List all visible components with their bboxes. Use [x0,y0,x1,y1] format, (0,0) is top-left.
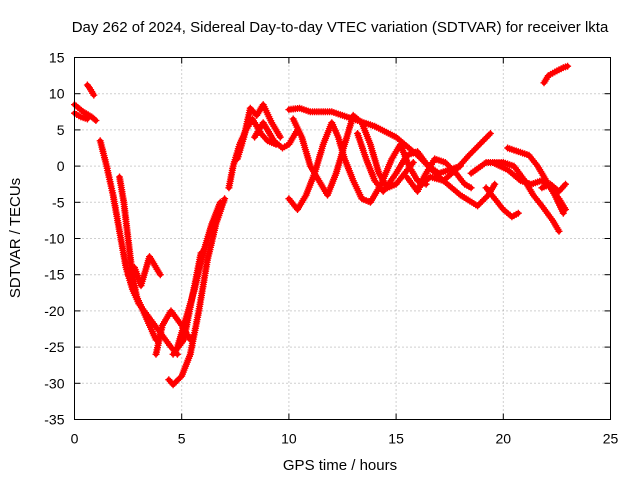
series-arc-13 [251,119,301,152]
x-tick-label: 10 [281,431,297,447]
data-point-marker [474,202,482,210]
data-point-marker [477,139,485,147]
axis-ticks [74,57,611,420]
chart-title: Day 262 of 2024, Sidereal Day-to-day VTE… [72,19,609,36]
data-point-marker [156,271,164,279]
x-tick-labels: 0 5 10 15 20 25 [71,431,619,447]
data-point-marker [92,117,100,124]
data-point-marker [491,180,499,188]
series-arc-20 [467,159,563,235]
data-point-marker [470,147,478,155]
data-point-marker [481,194,489,202]
y-tick-label: -35 [44,412,64,428]
data-point-marker [276,133,284,141]
data-point-marker [197,249,205,257]
y-tick-label: 15 [49,50,65,66]
y-tick-label: 10 [49,86,65,102]
data-point-marker [441,159,449,166]
data-point-marker [480,196,488,204]
series-arc-12 [233,101,284,163]
data-point-marker [480,136,488,144]
series-arc-16 [289,111,417,199]
data-point-marker [465,151,473,159]
series-arc-4 [96,137,181,358]
x-tick-label: 5 [178,431,186,447]
series-arc-25 [540,62,572,87]
data-point-marker [478,197,486,205]
x-tick-label: 25 [603,431,619,447]
data-point-marker [467,184,475,192]
data-point-marker [425,174,433,182]
data-point-marker [555,227,563,235]
series-arc-10 [169,249,205,358]
x-tick-label: 15 [388,431,404,447]
series-arc-24 [538,180,569,195]
x-axis-label: GPS time / hours [283,457,397,474]
series-arc-2 [83,81,98,99]
x-tick-label: 0 [71,431,79,447]
data-point-marker [474,142,482,150]
series-arc-21 [482,184,522,221]
data-point-marker [476,140,484,148]
series-arc-6 [124,253,164,290]
data-point-marker [477,199,485,207]
x-tick-label: 20 [496,431,512,447]
data-point-marker [445,162,452,170]
data-series [71,62,572,389]
series-arc-3 [71,109,91,123]
data-point-marker [216,198,224,206]
y-tick-label: -30 [44,375,64,391]
y-tick-label: -25 [44,339,64,355]
series-arc-19 [414,130,494,192]
data-point-marker [468,148,476,156]
grid-lines [74,57,611,420]
data-point-marker [467,150,474,158]
data-point-marker [443,160,451,168]
data-point-marker [91,115,98,123]
data-point-marker [564,62,572,70]
data-point-marker [471,145,479,153]
data-point-marker [562,180,569,188]
series-arc-17 [354,130,464,195]
y-tick-label: -5 [52,194,65,210]
y-tick-label: 5 [57,122,65,138]
data-point-marker [479,137,487,145]
data-point-marker [90,91,98,99]
data-point-marker [482,134,490,142]
y-tick-label: 0 [57,158,65,174]
data-point-marker [473,144,481,151]
y-tick-labels: 15 10 5 0 -5 -10 -15 -20 -25 -30 -35 [44,50,64,428]
data-point-marker [221,195,229,203]
data-point-marker [446,163,454,171]
data-point-marker [451,167,458,175]
data-point-marker [514,209,522,217]
data-point-marker [83,115,91,123]
data-point-marker [483,133,491,141]
data-point-marker [485,131,493,139]
y-tick-label: -20 [44,303,64,319]
series-arc-8 [165,195,229,389]
y-tick-label: -15 [44,267,64,283]
data-point-marker [486,130,494,137]
y-tick-label: -10 [44,231,64,247]
y-axis-label: SDTVAR / TECUs [7,178,24,298]
data-point-marker [475,200,483,208]
data-point-marker [559,209,567,217]
data-point-marker [409,159,417,166]
